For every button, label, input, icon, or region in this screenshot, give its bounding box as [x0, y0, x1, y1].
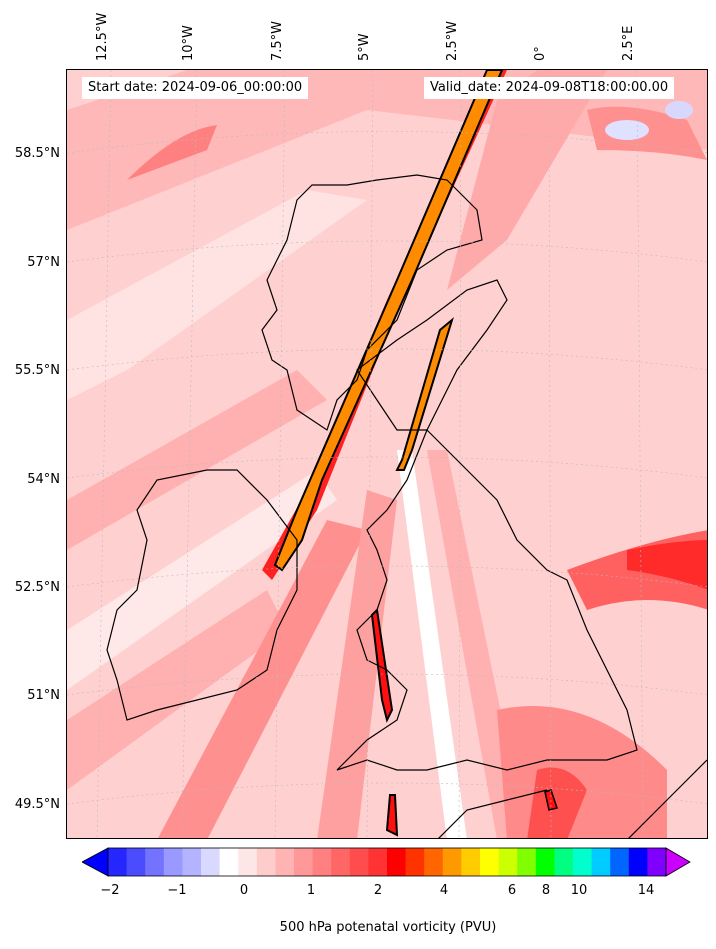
coastline-ireland	[106, 469, 298, 721]
colorbar-bin	[294, 848, 314, 876]
colorbar-bin	[108, 848, 128, 876]
longitude-label: 7.5°W	[270, 20, 285, 61]
longitude-label: 10°W	[181, 25, 196, 61]
colorbar-bin	[498, 848, 518, 876]
longitude-label: 2.5°W	[445, 20, 460, 61]
graticule	[67, 70, 707, 838]
colorbar-bin	[387, 848, 407, 876]
longitude-label: 2.5°E	[621, 25, 636, 61]
field-band	[67, 370, 327, 550]
colorbar-bin	[591, 848, 611, 876]
colorbar-bin	[442, 848, 462, 876]
field-band	[627, 540, 707, 590]
negative-pv-patch	[605, 120, 649, 140]
field-band	[317, 490, 397, 838]
colorbar-tick-label: 4	[439, 883, 449, 898]
colorbar-outline	[107, 847, 667, 877]
coastline-france	[628, 759, 707, 838]
colorbar-bin	[331, 848, 351, 876]
latitude-label: 54°N	[27, 472, 60, 487]
pv-streamer-core	[395, 317, 454, 471]
colorbar-bin	[219, 848, 239, 876]
map-panel[interactable]	[66, 69, 708, 839]
colorbar-bin	[349, 848, 369, 876]
latitude-label: 57°N	[27, 255, 60, 270]
colorbar-title: 500 hPa potenatal vorticity (PVU)	[279, 920, 497, 935]
colorbar-extend-max	[665, 847, 691, 877]
field-band	[67, 470, 337, 690]
colorbar-extend-min	[82, 847, 109, 877]
pv-streamer-core	[273, 70, 504, 572]
colorbar-tick-label: 1	[306, 883, 316, 898]
coastline-brittany	[438, 789, 548, 838]
colorbar	[82, 847, 691, 877]
longitude-label: 0°	[533, 46, 548, 61]
colorbar-bin	[480, 848, 500, 876]
colorbar-bin	[182, 848, 202, 876]
field-band	[527, 767, 587, 838]
field-band	[158, 520, 367, 838]
colorbar-tick-label: −1	[167, 883, 187, 898]
colorbar-tick-label: 0	[239, 883, 249, 898]
colorbar-bin	[275, 848, 295, 876]
negative-pv-patch	[665, 101, 693, 119]
colorbar-tick-label: 2	[373, 883, 383, 898]
colorbar-tick-label: 14	[637, 883, 655, 898]
colorbar-bin	[145, 848, 165, 876]
colorbar-bin	[610, 848, 630, 876]
latitude-label: 52.5°N	[14, 580, 60, 595]
colorbar-bin	[535, 848, 555, 876]
latitude-label: 51°N	[27, 688, 60, 703]
colorbar-bin	[573, 848, 593, 876]
colorbar-bin	[312, 848, 332, 876]
colorbar-bin	[517, 848, 537, 876]
field-band	[447, 70, 607, 290]
colorbar-bin	[256, 848, 276, 876]
colorbar-bin	[126, 848, 146, 876]
start-date-label: Start date: 2024-09-06_00:00:00	[82, 77, 309, 99]
field-band	[397, 450, 467, 838]
colorbar-bin	[461, 848, 481, 876]
coastline-scotland	[261, 174, 483, 431]
colorbar-tick-label: −2	[100, 883, 120, 898]
colorbar-bin	[647, 848, 667, 876]
colorbar-bin	[424, 848, 444, 876]
colorbar-bin	[628, 848, 648, 876]
colorbar-bin	[368, 848, 388, 876]
pv-streamer-core	[385, 794, 399, 837]
latitude-label: 58.5°N	[14, 146, 60, 161]
colorbar-bin	[163, 848, 183, 876]
colorbar-bin	[238, 848, 258, 876]
colorbar-tick-label: 10	[570, 883, 588, 898]
valid-date-label: Valid_date: 2024-09-08T18:00:00.00	[424, 77, 675, 99]
colorbar-tick-label: 6	[507, 883, 517, 898]
colorbar-bin	[554, 848, 574, 876]
coastline-scotland-south	[356, 279, 508, 431]
field-band	[67, 590, 287, 790]
longitude-label: 5°W	[357, 33, 372, 61]
field-band	[67, 190, 367, 400]
colorbar-bin	[405, 848, 425, 876]
pv-field-map	[67, 70, 707, 838]
colorbar-bin	[201, 848, 221, 876]
field-band	[127, 125, 217, 180]
longitude-label: 12.5°W	[95, 12, 110, 61]
colorbar-tick-label: 8	[541, 883, 551, 898]
latitude-label: 55.5°N	[14, 363, 60, 378]
latitude-label: 49.5°N	[14, 797, 60, 812]
